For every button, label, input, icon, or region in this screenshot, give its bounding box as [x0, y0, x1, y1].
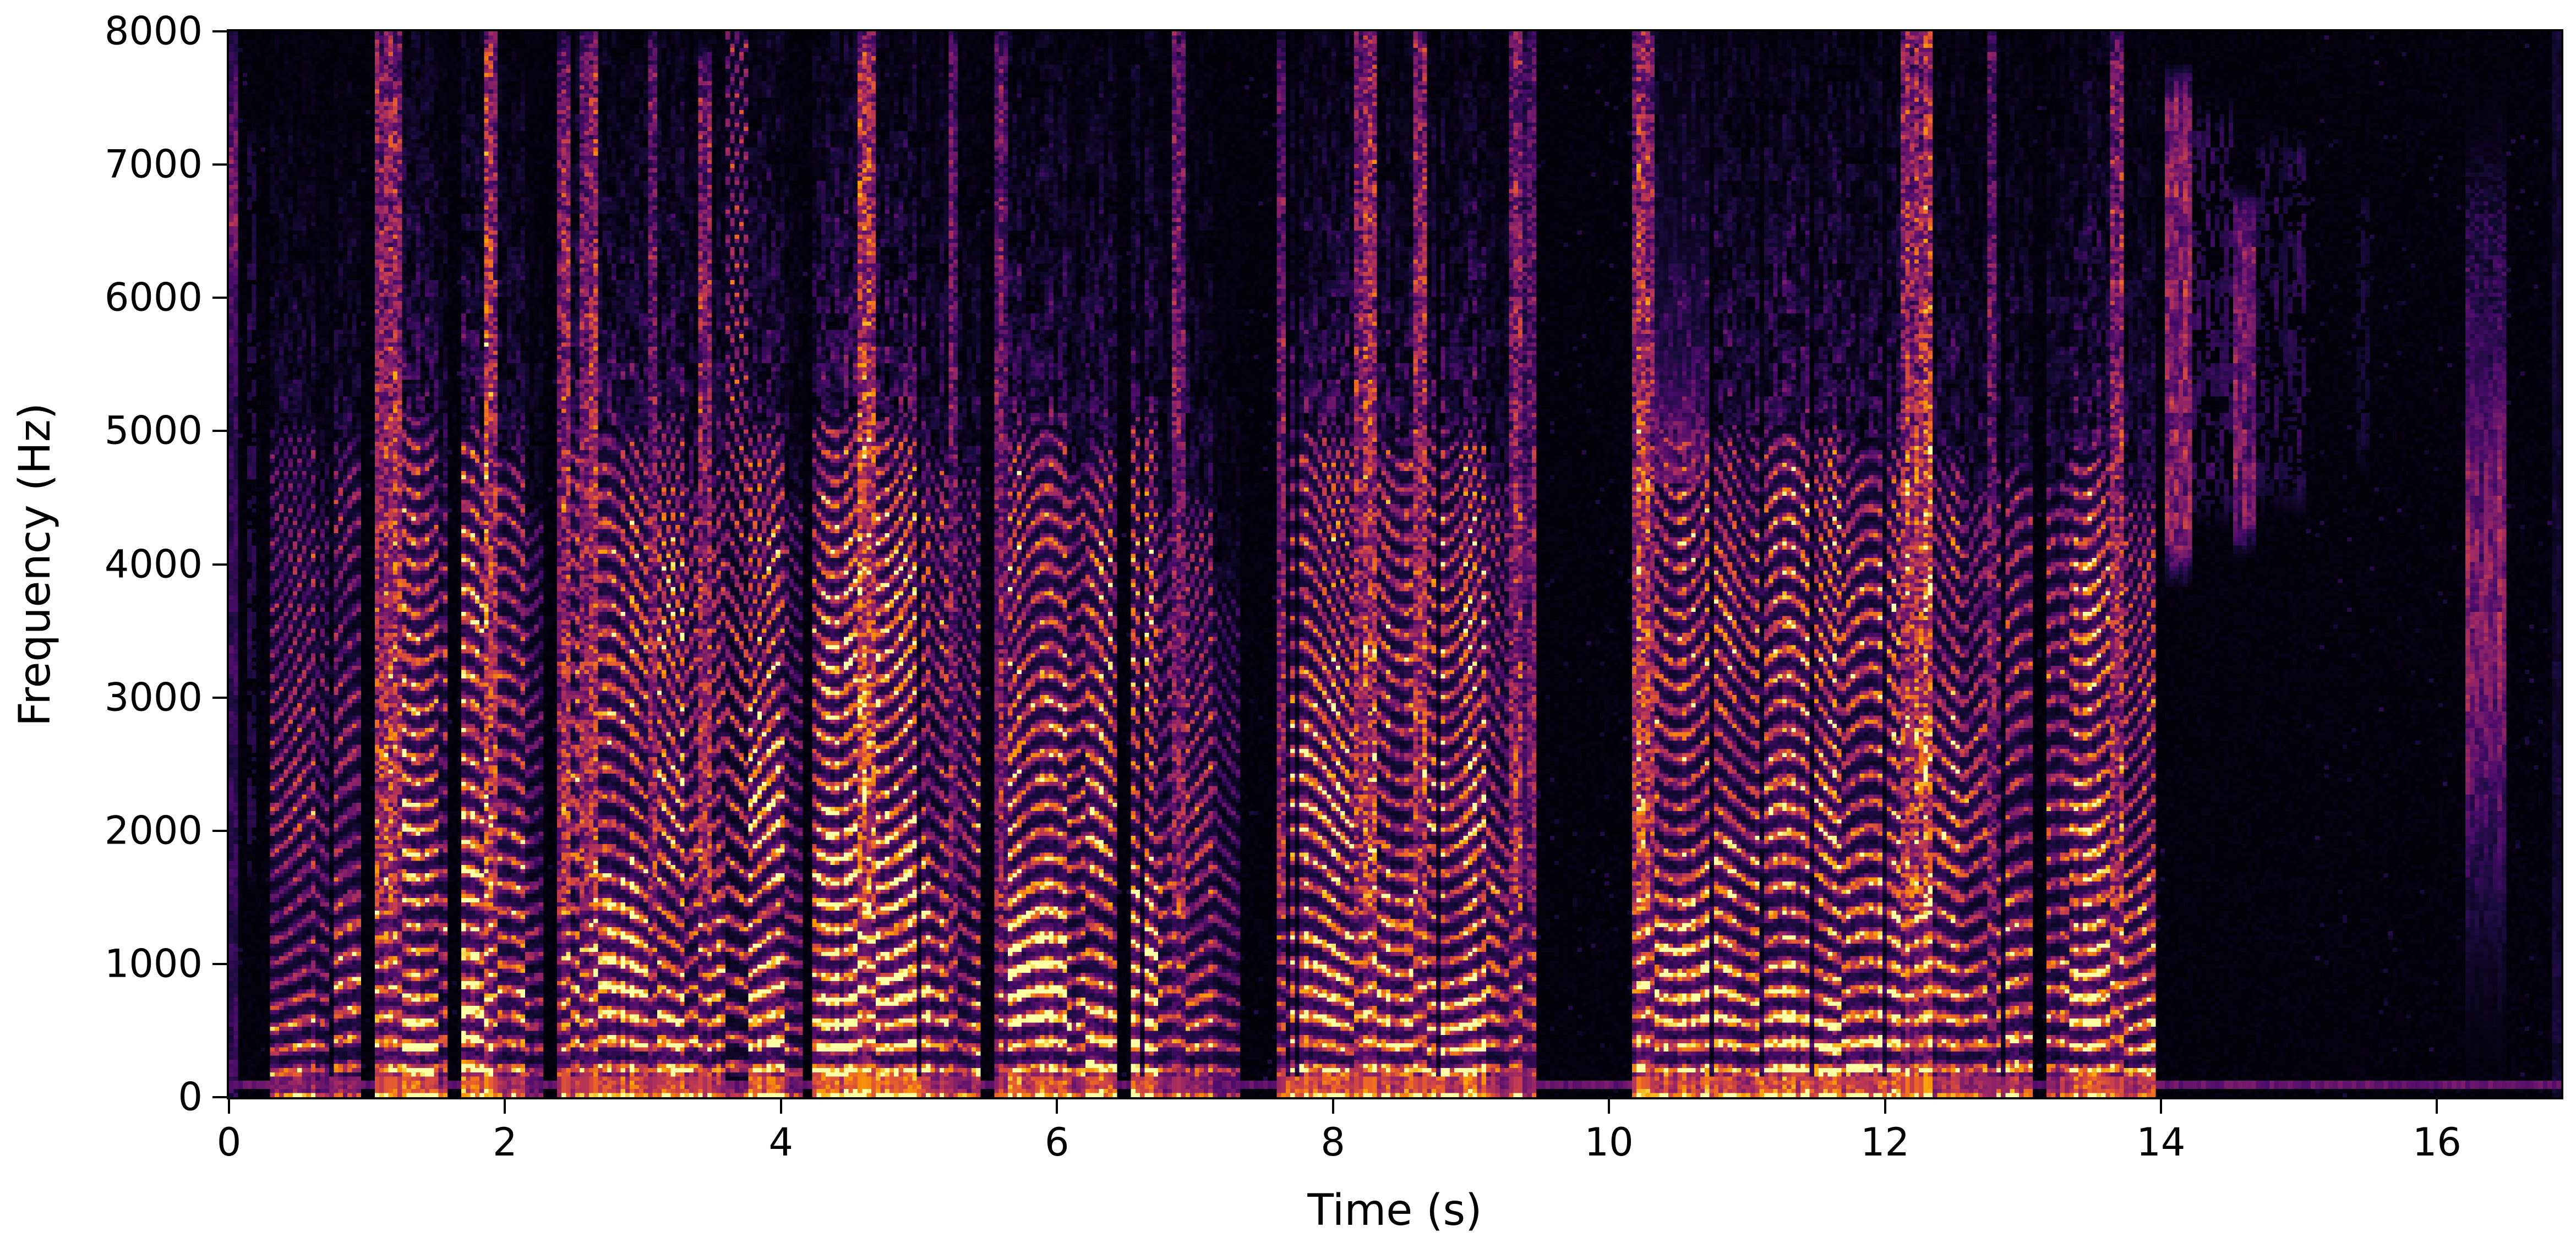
x-tick-label: 12: [1860, 1120, 1910, 1165]
y-tick-label: 3000: [104, 674, 203, 720]
y-tick-label: 5000: [104, 408, 203, 453]
y-axis-label: Frequency (Hz): [10, 402, 60, 727]
x-tick-label: 6: [1044, 1120, 1069, 1165]
x-tick-mark: [228, 1099, 230, 1114]
x-tick-label: 10: [1584, 1120, 1634, 1165]
y-tick-label: 6000: [104, 275, 203, 320]
x-tick-label: 0: [216, 1120, 242, 1165]
x-tick-mark: [2159, 1099, 2162, 1114]
x-tick-mark: [1331, 1099, 1334, 1114]
x-tick-mark: [504, 1099, 506, 1114]
y-tick-mark: [212, 962, 227, 965]
y-tick-mark: [212, 829, 227, 832]
y-tick-mark: [212, 696, 227, 699]
y-tick-mark: [212, 430, 227, 432]
y-tick-mark: [212, 30, 227, 32]
x-tick-label: 4: [768, 1120, 794, 1165]
x-tick-label: 2: [493, 1120, 517, 1165]
x-tick-mark: [2436, 1099, 2438, 1114]
y-tick-label: 0: [178, 1074, 203, 1120]
y-tick-mark: [212, 1096, 227, 1098]
spectrogram-heatmap: [229, 31, 2561, 1097]
x-tick-label: 8: [1320, 1120, 1345, 1165]
y-tick-mark: [212, 163, 227, 166]
y-tick-mark: [212, 297, 227, 299]
y-tick-label: 2000: [104, 808, 203, 853]
y-tick-mark: [212, 563, 227, 566]
x-tick-label: 14: [2136, 1120, 2186, 1165]
y-tick-label: 4000: [104, 541, 203, 587]
x-tick-mark: [1056, 1099, 1058, 1114]
x-tick-mark: [779, 1099, 782, 1114]
y-tick-label: 1000: [104, 941, 203, 987]
x-tick-label: 16: [2412, 1120, 2462, 1165]
x-tick-mark: [1608, 1099, 1611, 1114]
y-tick-label: 7000: [104, 141, 203, 187]
x-tick-mark: [1884, 1099, 1886, 1114]
x-axis-label: Time (s): [1307, 1186, 1482, 1235]
y-tick-label: 8000: [104, 8, 203, 54]
